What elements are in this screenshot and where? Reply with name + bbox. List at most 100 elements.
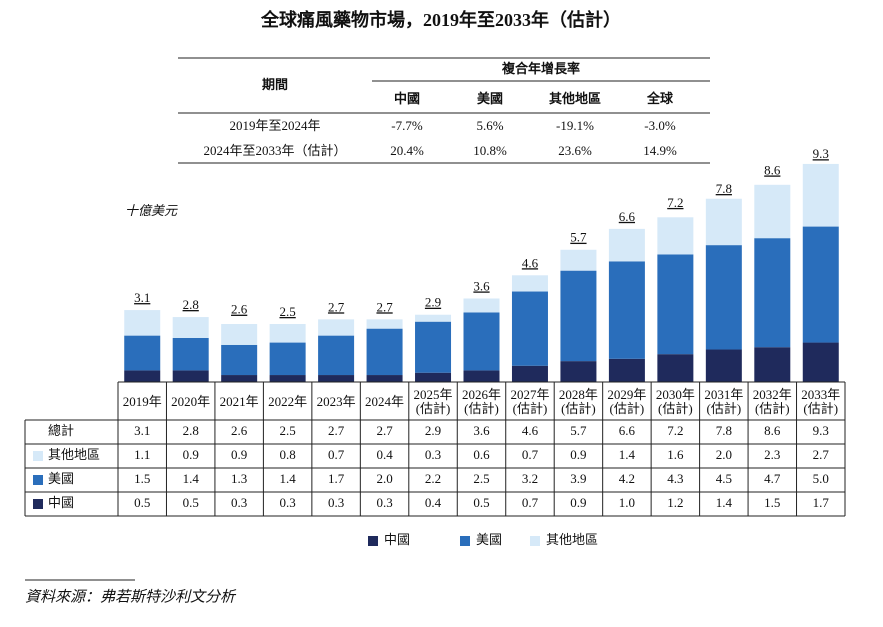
bar-segment [172,317,209,338]
table-cell: 1.6 [667,447,684,462]
bar-segment [511,275,548,292]
table-cell: 3.6 [473,423,490,438]
total-label: 2.7 [376,299,393,314]
table-cell: 0.5 [183,495,199,510]
bar-segment [318,335,355,376]
table-cell: 2.5 [473,471,489,486]
x-tick-label: 2033年 (估計) [801,387,841,416]
table-cell: 5.6% [476,118,503,133]
table-cell: 3.9 [570,471,586,486]
table-cell: 2.0 [376,471,392,486]
legend-label: 中國 [384,532,410,547]
table-cell: 0.3 [376,495,392,510]
total-label: 6.6 [619,209,636,224]
bar-segment [366,375,403,382]
x-tick-label: 2019年 [122,394,162,409]
total-label: 2.9 [425,295,441,310]
table-cell: 23.6% [558,143,592,158]
bar-segment [463,370,500,382]
table-cell: 1.0 [619,495,635,510]
table-cell: 7.2 [667,423,683,438]
table-cell: 1.1 [134,447,150,462]
bar-segment [705,198,742,246]
table-cell: 0.3 [280,495,296,510]
bar-segment [221,344,258,376]
table-cell: 0.4 [376,447,393,462]
x-tick-label: 2025年 (估計) [413,387,453,416]
table-header: 其他地區 [549,91,601,106]
bar-segment [608,358,645,382]
table-header: 美國 [477,91,503,106]
table-cell: 2024年至2033年（估計） [203,143,346,158]
bar-segment [269,342,306,376]
table-cell: 10.8% [473,143,507,158]
table-cell: 0.8 [280,447,296,462]
x-tick-label: 2022年 [268,394,308,409]
table-cell: 0.6 [473,447,490,462]
table-cell: -3.0% [644,118,676,133]
title: 全球痛風藥物市場，2019年至2033年（估計） [260,9,621,30]
table-cell: 0.3 [328,495,344,510]
table-cell: 2.7 [813,447,830,462]
total-label: 9.3 [813,146,829,161]
table-cell: 1.2 [667,495,683,510]
table-cell: 0.7 [328,447,345,462]
table-header: 中國 [394,91,420,106]
bar-segment [124,370,161,382]
total-label: 5.7 [570,230,587,245]
bar-segment [463,298,500,313]
source: 資料來源：弗若斯特沙利文分析 [25,588,237,605]
legend-swatch [368,536,378,546]
bar-segment [366,328,403,376]
bar-segment [318,319,355,336]
legend-label: 其他地區 [546,532,598,547]
total-label: 3.1 [134,290,150,305]
legend-swatch [33,451,43,461]
bar-segment [221,324,258,345]
bar-segment [802,226,839,343]
bar-segment [463,312,500,371]
table-cell: 2.3 [764,447,780,462]
table-cell: 0.7 [522,447,539,462]
bar-segment [802,342,839,382]
table-cell: 1.4 [716,495,733,510]
legend-swatch [460,536,470,546]
table-cell: 0.9 [183,447,199,462]
bar-segment [754,238,791,348]
legend-swatch [33,499,43,509]
table-cell: 0.5 [134,495,150,510]
table-cell: 4.2 [619,471,635,486]
bar-segment [511,365,548,382]
table-cell: 0.9 [570,495,586,510]
table-cell: 2019年至2024年 [229,118,320,133]
table-cell: 1.5 [134,471,150,486]
table-cell: 0.3 [425,447,441,462]
table-cell: 0.5 [473,495,489,510]
total-label: 4.6 [522,255,539,270]
table-cell: -7.7% [391,118,423,133]
bar-segment [657,217,694,255]
total-label: 2.5 [280,304,296,319]
total-label: 7.8 [716,181,732,196]
total-label: 3.6 [473,278,490,293]
table-cell: 3.2 [522,471,538,486]
table-cell: 5.7 [570,423,587,438]
bar-segment [657,354,694,382]
table-cell: 8.6 [764,423,781,438]
x-tick-label: 2020年 [171,394,211,409]
bar-segment [705,245,742,350]
bar-segment [124,335,161,371]
table-cell: 6.6 [619,423,636,438]
bar-segment [754,184,791,239]
total-label: 2.7 [328,299,345,314]
table-cell: 4.7 [764,471,781,486]
table-cell: 2.9 [425,423,441,438]
table-cell: 0.7 [522,495,539,510]
bar-segment [318,375,355,382]
y-label: 十億美元 [125,203,178,218]
table-cell: 1.5 [764,495,780,510]
bar-segment [415,321,452,373]
table-cell: 2.7 [328,423,345,438]
legend-swatch [33,475,43,485]
